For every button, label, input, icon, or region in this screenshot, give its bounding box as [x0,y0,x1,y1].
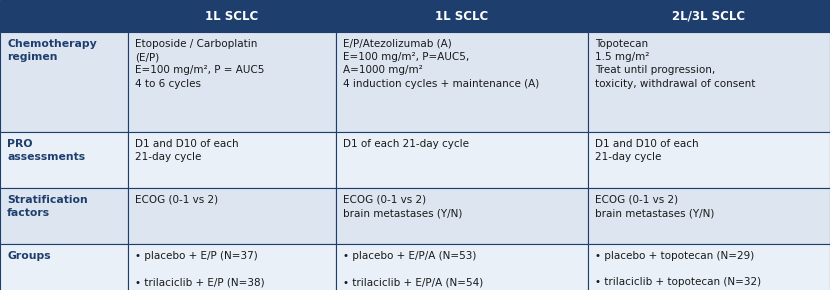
Bar [128,132,336,188]
Text: Etoposide / Carboplatin
(E/P)
E=100 mg/m², P = AUC5
4 to 6 cycles: Etoposide / Carboplatin (E/P) E=100 mg/m… [135,39,265,89]
Bar [588,244,830,290]
Text: 1L SCLC: 1L SCLC [205,10,259,23]
Text: Groups: Groups [7,251,51,261]
Bar [0,188,128,244]
Text: PRO
assessments: PRO assessments [7,139,85,162]
Text: 1L SCLC: 1L SCLC [436,10,489,23]
Text: D1 of each 21-day cycle: D1 of each 21-day cycle [343,139,469,149]
Text: Chemotherapy
regimen: Chemotherapy regimen [7,39,97,62]
Text: ECOG (0-1 vs 2)
brain metastases (Y/N): ECOG (0-1 vs 2) brain metastases (Y/N) [595,195,715,218]
Bar [0,244,128,290]
Text: ECOG (0-1 vs 2)
brain metastases (Y/N): ECOG (0-1 vs 2) brain metastases (Y/N) [343,195,462,218]
Text: • placebo + E/P/A (N=53)

• trilaciclib + E/P/A (N=54): • placebo + E/P/A (N=53) • trilaciclib +… [343,251,483,287]
Text: E/P/Atezolizumab (A)
E=100 mg/m², P=AUC5,
A=1000 mg/m²
4 induction cycles + main: E/P/Atezolizumab (A) E=100 mg/m², P=AUC5… [343,39,540,89]
Text: 2L/3L SCLC: 2L/3L SCLC [672,10,745,23]
Text: D1 and D10 of each
21-day cycle: D1 and D10 of each 21-day cycle [595,139,699,162]
Bar [588,132,830,188]
Text: D1 and D10 of each
21-day cycle: D1 and D10 of each 21-day cycle [135,139,239,162]
Bar [128,188,336,244]
Text: Topotecan
1.5 mg/m²
Treat until progression,
toxicity, withdrawal of consent: Topotecan 1.5 mg/m² Treat until progress… [595,39,755,89]
Bar [336,0,588,32]
Text: • placebo + E/P (N=37)

• trilaciclib + E/P (N=38): • placebo + E/P (N=37) • trilaciclib + E… [135,251,265,287]
Bar [0,0,128,32]
Bar [588,188,830,244]
Bar [0,32,128,132]
Bar [336,244,588,290]
Bar [336,188,588,244]
Bar [588,0,830,32]
Bar [0,132,128,188]
Bar [336,32,588,132]
Bar [336,132,588,188]
Bar [128,244,336,290]
Bar [128,0,336,32]
Text: Stratification
factors: Stratification factors [7,195,88,218]
Bar [128,32,336,132]
Text: • placebo + topotecan (N=29)

• trilaciclib + topotecan (N=32): • placebo + topotecan (N=29) • trilacicl… [595,251,761,287]
Text: ECOG (0-1 vs 2): ECOG (0-1 vs 2) [135,195,218,205]
Bar [588,32,830,132]
